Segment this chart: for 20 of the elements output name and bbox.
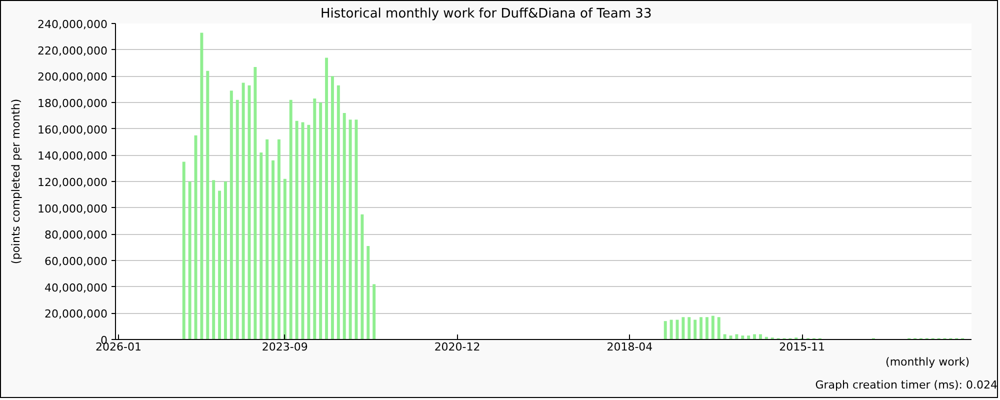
y-tick-label: 200,000,000	[38, 70, 108, 84]
y-tick-label: 180,000,000	[38, 97, 108, 110]
y-tick-label: 160,000,000	[38, 123, 108, 136]
x-tick-label: 2015-11	[779, 340, 826, 354]
y-tick-label: 40,000,000	[44, 281, 108, 294]
x-tick-label: 2020-12	[434, 340, 480, 354]
x-tick-label: 2023-09	[262, 340, 308, 354]
y-tick-label: 120,000,000	[38, 176, 108, 189]
chart-title: Historical monthly work for Duff&Diana of Team 33	[320, 6, 652, 22]
y-tick-label: 20,000,000	[44, 308, 108, 321]
y-tick-label: 220,000,000	[38, 44, 108, 58]
y-tick-label: 80,000,000	[44, 228, 108, 242]
x-tick-label: 2018-04	[606, 340, 653, 354]
x-axis-title: (monthly work)	[886, 356, 970, 368]
text: Graph creation timer (ms): 0.024	[815, 378, 998, 392]
y-tick-label: 60,000,000	[44, 255, 108, 268]
y-tick-label: 240,000,000	[38, 18, 108, 31]
y-tick-label: 100,000,000	[38, 202, 108, 216]
y-tick-label: 140,000,000	[38, 150, 108, 163]
y-axis-title: (points completed per month)	[10, 98, 23, 264]
